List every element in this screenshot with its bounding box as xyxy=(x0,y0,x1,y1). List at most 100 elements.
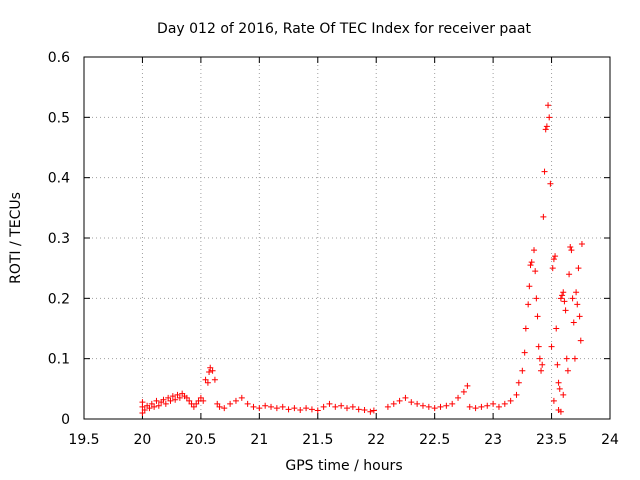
data-point xyxy=(561,298,568,305)
data-point xyxy=(557,408,564,415)
data-point xyxy=(525,301,532,308)
data-point xyxy=(563,355,570,362)
data-point xyxy=(549,265,556,272)
data-point xyxy=(573,289,580,296)
data-point xyxy=(557,295,564,302)
y-tick-label: 0.2 xyxy=(48,291,70,307)
data-point xyxy=(262,402,269,409)
data-point xyxy=(547,180,554,187)
data-point xyxy=(273,405,280,412)
y-tick-label: 0.5 xyxy=(48,110,70,126)
data-point xyxy=(303,405,310,412)
data-point xyxy=(570,319,577,326)
data-point xyxy=(560,391,567,398)
data-point xyxy=(390,400,397,407)
data-point xyxy=(574,301,581,308)
data-point xyxy=(519,367,526,374)
y-tick-label: 0.6 xyxy=(48,50,70,66)
data-point xyxy=(227,400,234,407)
data-point xyxy=(183,394,190,401)
y-tick-labels: 0 0.1 0.2 0.3 0.4 0.5 0.6 xyxy=(48,50,70,428)
data-point xyxy=(193,400,200,407)
x-tick-label: 19.5 xyxy=(68,432,99,448)
grid-lines xyxy=(84,57,610,419)
data-point xyxy=(169,393,176,400)
data-point xyxy=(552,253,559,260)
data-point xyxy=(534,313,541,320)
data-point xyxy=(172,396,179,403)
data-point xyxy=(332,403,339,410)
data-point xyxy=(408,399,415,406)
y-tick-label: 0.1 xyxy=(48,352,70,368)
chart-title: Day 012 of 2016, Rate Of TEC Index for r… xyxy=(157,21,531,37)
data-point xyxy=(291,405,298,412)
data-point xyxy=(160,396,167,403)
data-point xyxy=(146,405,153,412)
data-point xyxy=(396,397,403,404)
data-point xyxy=(507,397,514,404)
data-point xyxy=(553,325,560,332)
x-tick-label: 23 xyxy=(484,432,502,448)
data-point xyxy=(361,406,368,413)
data-point xyxy=(576,313,583,320)
data-point xyxy=(279,403,286,410)
data-point xyxy=(545,102,552,109)
x-tick-labels: 19.5 20 20.5 21 21.5 22 22.5 23 23.5 24 xyxy=(68,432,619,448)
data-point xyxy=(326,400,333,407)
data-point xyxy=(466,403,473,410)
data-point xyxy=(554,361,561,368)
data-point xyxy=(338,402,345,409)
data-point xyxy=(206,368,213,375)
data-point xyxy=(419,402,426,409)
data-point xyxy=(370,407,377,414)
y-tick-label: 0 xyxy=(61,412,70,428)
data-point xyxy=(472,405,479,412)
data-point xyxy=(314,407,321,414)
data-point xyxy=(425,403,432,410)
data-point xyxy=(567,244,574,251)
data-point xyxy=(244,400,251,407)
data-point xyxy=(216,403,223,410)
data-point xyxy=(285,406,292,413)
x-tick-label: 20.5 xyxy=(185,432,216,448)
data-point xyxy=(478,403,485,410)
y-tick-label: 0.4 xyxy=(48,171,70,187)
data-point xyxy=(414,400,421,407)
axis-ticks xyxy=(83,56,611,420)
data-point xyxy=(527,262,534,269)
data-point xyxy=(256,405,263,412)
data-point xyxy=(153,397,160,404)
data-point xyxy=(320,403,327,410)
data-point xyxy=(577,337,584,344)
data-point xyxy=(539,361,546,368)
data-point xyxy=(548,343,555,350)
x-tick-label: 20 xyxy=(134,432,152,448)
data-point xyxy=(174,391,181,398)
data-point xyxy=(437,403,444,410)
data-points xyxy=(139,102,585,416)
x-tick-label: 21 xyxy=(250,432,268,448)
data-point xyxy=(464,382,471,389)
data-point xyxy=(250,403,257,410)
data-point xyxy=(200,397,207,404)
data-point xyxy=(165,394,172,401)
data-point xyxy=(297,406,304,413)
data-point xyxy=(533,295,540,302)
data-point xyxy=(460,388,467,395)
data-point xyxy=(197,394,204,401)
data-point xyxy=(531,247,538,254)
data-point xyxy=(562,307,569,314)
data-point xyxy=(532,268,539,275)
data-point xyxy=(238,394,245,401)
data-point xyxy=(566,271,573,278)
data-point xyxy=(167,397,174,404)
data-point xyxy=(204,379,211,386)
data-point xyxy=(207,364,214,371)
data-point xyxy=(443,402,450,409)
data-point xyxy=(211,376,218,383)
data-point xyxy=(528,259,535,266)
data-point xyxy=(344,405,350,412)
data-point xyxy=(515,379,522,386)
data-point xyxy=(214,400,221,407)
